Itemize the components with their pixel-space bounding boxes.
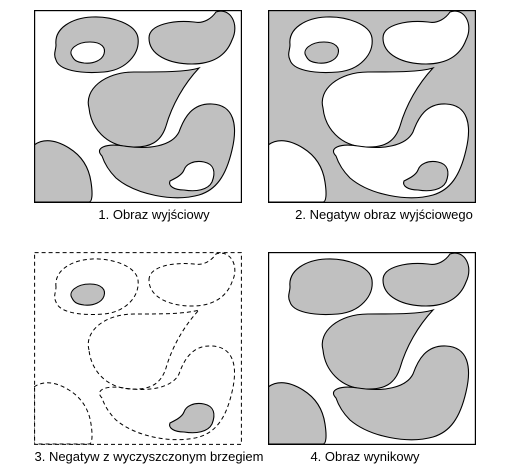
panel-negative-image: [268, 10, 476, 203]
filled-hole-bottom-right: [170, 403, 214, 432]
caption-cleared-border: 3. Negatyw z wyczyszczonym brzegiem: [24, 449, 274, 464]
blob-top-right: [149, 11, 235, 64]
dashed-top-right: [149, 253, 235, 306]
panel-result-image: [268, 252, 476, 445]
caption-original-image: 1. Obraz wyjściowy: [34, 207, 274, 222]
dashed-bottom-left: [34, 383, 92, 444]
hole-top-left: [71, 42, 105, 63]
blob-top-right: [383, 253, 469, 306]
panel-4-shapes: [268, 253, 469, 444]
panel-cleared-border: [34, 252, 242, 445]
hole-top-left: [305, 42, 339, 63]
blob-bottom-left: [34, 141, 92, 202]
panel-1-shapes: [34, 11, 235, 202]
blob-top-left: [289, 259, 373, 315]
blob-bottom-left: [268, 383, 326, 444]
dashed-bottom-right: [99, 346, 234, 440]
caption-negative-image: 2. Negatyw obraz wyjściowego: [264, 207, 504, 222]
panel-original-image: [34, 10, 242, 203]
dashed-middle: [88, 310, 199, 389]
filled-hole-top-left: [71, 284, 105, 305]
caption-result-image: 4. Obraz wynikowy: [245, 449, 485, 464]
